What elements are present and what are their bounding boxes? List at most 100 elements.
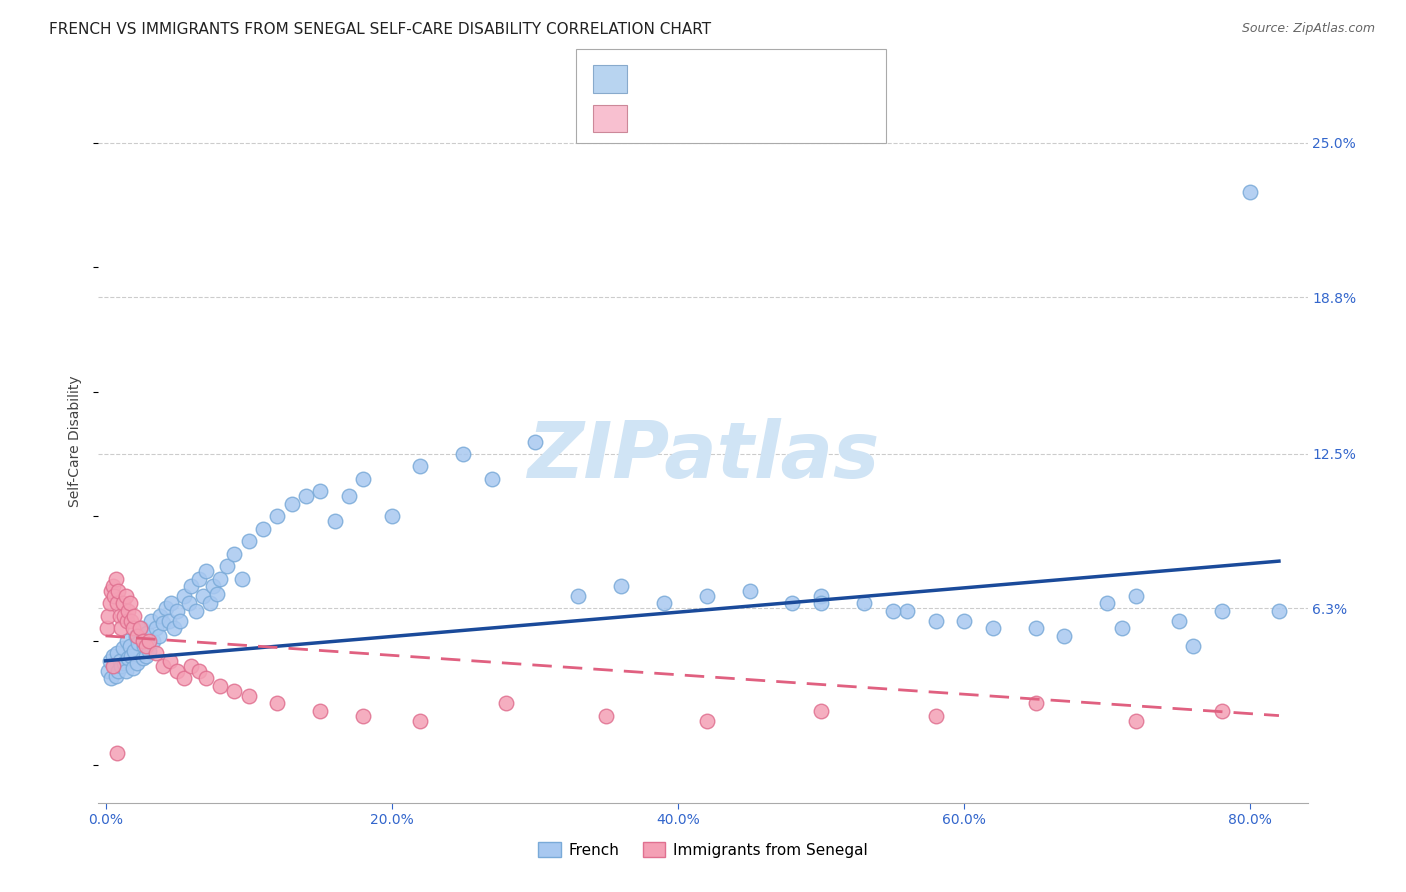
Point [1211, 604, 1233, 618]
Point [810, 704, 832, 718]
Point [696, 714, 718, 728]
Point [738, 584, 761, 599]
Point [152, 616, 174, 631]
Point [782, 597, 804, 611]
Point [1097, 597, 1119, 611]
Point [1239, 186, 1261, 200]
Point [924, 708, 946, 723]
Point [114, 664, 136, 678]
Text: Source: ZipAtlas.com: Source: ZipAtlas.com [1241, 22, 1375, 36]
Point [121, 661, 143, 675]
Point [115, 633, 138, 648]
Point [187, 572, 209, 586]
Point [882, 604, 904, 618]
Point [132, 633, 155, 648]
Point [173, 671, 195, 685]
Point [187, 664, 209, 678]
Point [148, 629, 170, 643]
Point [112, 657, 135, 671]
Text: N =: N = [740, 111, 770, 128]
Point [129, 621, 152, 635]
Point [118, 639, 141, 653]
Point [117, 604, 139, 618]
Point [112, 609, 135, 624]
Point [107, 584, 129, 599]
Point [205, 586, 228, 600]
Point [567, 589, 589, 603]
Point [1167, 614, 1189, 628]
Point [166, 604, 188, 618]
Point [114, 589, 136, 603]
Point [238, 689, 260, 703]
Point [209, 679, 232, 693]
Legend: French, Immigrants from Senegal: French, Immigrants from Senegal [531, 836, 875, 863]
Point [266, 696, 288, 710]
Point [108, 654, 131, 668]
Point [122, 644, 145, 658]
Point [266, 509, 288, 524]
Point [160, 597, 183, 611]
Point [125, 657, 148, 671]
Point [111, 641, 134, 656]
Point [110, 658, 132, 673]
Point [124, 629, 146, 643]
Point [131, 621, 153, 635]
Point [652, 597, 675, 611]
Point [191, 589, 214, 603]
Point [409, 459, 432, 474]
Point [104, 572, 127, 586]
Point [142, 633, 165, 648]
Point [924, 614, 946, 628]
Point [238, 534, 260, 549]
Point [309, 704, 332, 718]
Point [101, 648, 124, 663]
Point [1182, 639, 1205, 653]
Point [309, 484, 332, 499]
Point [145, 646, 167, 660]
Point [337, 489, 360, 503]
Point [1268, 604, 1291, 618]
Point [110, 621, 132, 635]
Point [152, 658, 174, 673]
Point [104, 669, 127, 683]
Point [107, 664, 129, 678]
Point [159, 654, 181, 668]
Point [100, 671, 122, 685]
Point [136, 626, 159, 640]
Point [138, 633, 160, 648]
Point [122, 609, 145, 624]
Point [852, 597, 875, 611]
Point [101, 579, 124, 593]
Point [149, 609, 172, 624]
Text: 92: 92 [779, 69, 803, 87]
Point [184, 604, 207, 618]
Point [145, 621, 167, 635]
Point [231, 572, 253, 586]
Point [96, 621, 118, 635]
Point [98, 597, 121, 611]
Point [523, 434, 546, 449]
Point [1211, 704, 1233, 718]
Point [1025, 696, 1047, 710]
Text: ZIPatlas: ZIPatlas [527, 418, 879, 494]
Point [194, 671, 217, 685]
Point [696, 589, 718, 603]
Point [105, 646, 128, 660]
Point [127, 636, 149, 650]
Point [595, 708, 617, 723]
Point [105, 746, 128, 760]
Point [481, 472, 503, 486]
Text: FRENCH VS IMMIGRANTS FROM SENEGAL SELF-CARE DISABILITY CORRELATION CHART: FRENCH VS IMMIGRANTS FROM SENEGAL SELF-C… [49, 22, 711, 37]
Point [1125, 589, 1147, 603]
Point [103, 589, 125, 603]
Point [1053, 629, 1076, 643]
Point [134, 639, 156, 653]
Point [323, 514, 346, 528]
Text: 50: 50 [779, 111, 801, 128]
Point [111, 597, 134, 611]
Point [495, 696, 517, 710]
Point [120, 614, 142, 628]
Point [125, 629, 148, 643]
Text: R =: R = [634, 111, 665, 128]
Point [108, 609, 131, 624]
